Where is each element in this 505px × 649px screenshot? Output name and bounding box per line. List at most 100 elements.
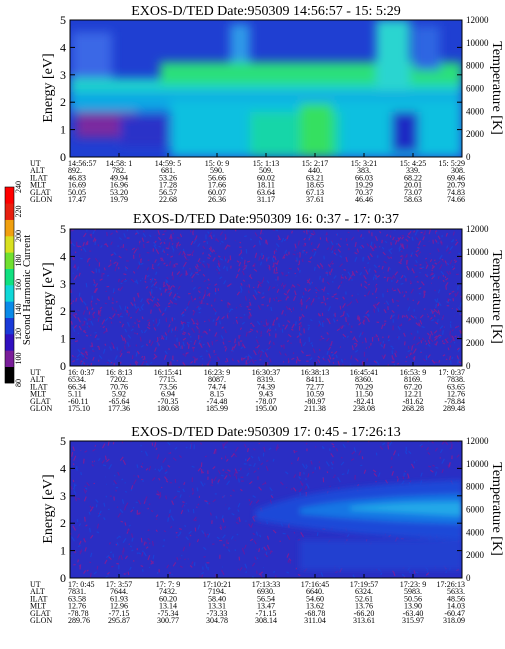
orbit-cell: 311.04 xyxy=(304,616,326,625)
orbit-cell: 12.76 xyxy=(447,390,465,399)
speckle-mark xyxy=(150,309,152,314)
speckle-mark xyxy=(176,271,181,276)
speckle-mark xyxy=(286,534,291,541)
speckle-mark xyxy=(201,530,205,535)
speckle-mark xyxy=(140,537,143,543)
speckle-mark xyxy=(200,481,205,487)
orbit-row-label: ILAT xyxy=(30,594,47,603)
speckle-mark xyxy=(401,573,406,578)
speckle-mark xyxy=(144,496,148,502)
orbit-cell: 63.65 xyxy=(447,382,465,391)
speckle-mark xyxy=(310,233,315,236)
speckle-mark xyxy=(117,312,122,318)
speckle-mark xyxy=(282,284,287,290)
speckle-mark xyxy=(391,314,395,318)
colorbar-scale xyxy=(5,187,14,384)
speckle-mark xyxy=(342,310,345,317)
speckle-mark xyxy=(155,286,158,289)
y-tick-label: 5 xyxy=(60,434,66,448)
speckle-mark xyxy=(419,319,423,325)
speckle-mark xyxy=(342,333,347,338)
speckle-mark xyxy=(182,501,185,504)
speckle-mark xyxy=(385,234,389,237)
speckle-mark xyxy=(223,280,227,285)
speckle-mark xyxy=(77,317,82,323)
y-tick-label: 2 xyxy=(60,95,66,109)
speckle-mark xyxy=(275,316,278,321)
speckle-mark xyxy=(348,301,353,306)
speckle-mark xyxy=(284,314,287,316)
speckle-mark xyxy=(445,232,448,237)
speckle-mark xyxy=(398,261,402,265)
speckle-mark xyxy=(140,262,144,265)
speckle-mark xyxy=(455,239,458,241)
orbit-row-label: ILAT xyxy=(30,173,47,182)
speckle-mark xyxy=(82,247,87,253)
speckle-mark xyxy=(73,490,77,495)
speckle-mark xyxy=(90,552,93,558)
speckle-mark xyxy=(396,536,400,540)
speckle-mark xyxy=(326,247,330,251)
speckle-mark xyxy=(151,267,155,270)
speckle-mark xyxy=(167,302,171,305)
speckle-mark xyxy=(344,275,348,280)
colorbar-tick-label: 240 xyxy=(14,181,23,193)
speckle-mark xyxy=(72,359,76,363)
speckle-mark xyxy=(358,322,362,326)
speckle-mark xyxy=(155,248,160,255)
speckle-mark xyxy=(331,442,335,446)
speckle-mark xyxy=(445,277,449,281)
speckle-mark xyxy=(140,329,144,334)
speckle-mark xyxy=(117,471,120,476)
speckle-mark xyxy=(416,300,420,305)
speckle-mark xyxy=(72,487,76,490)
speckle-mark xyxy=(305,478,307,481)
orbit-cell: 70.37 xyxy=(355,188,373,197)
speckle-mark xyxy=(130,509,134,513)
orbit-cell: 177.36 xyxy=(108,404,130,413)
speckle-mark xyxy=(269,550,273,555)
speckle-mark xyxy=(207,283,211,286)
speckle-mark xyxy=(110,253,114,256)
speckle-mark xyxy=(70,299,72,301)
speckle-mark xyxy=(221,474,224,477)
speckle-mark xyxy=(408,353,411,357)
speckle-mark xyxy=(163,230,167,233)
speckle-mark xyxy=(183,331,187,334)
speckle-mark xyxy=(417,240,422,246)
speckle-mark xyxy=(248,360,252,364)
speckle-mark xyxy=(146,241,150,244)
y2-tick-label: 8000 xyxy=(466,482,485,492)
speckle-mark xyxy=(365,310,370,315)
speckle-mark xyxy=(357,229,360,232)
speckle-mark xyxy=(354,337,359,343)
speckle-mark xyxy=(336,319,339,322)
speckle-mark xyxy=(320,335,323,338)
speckle-mark xyxy=(387,444,390,450)
speckle-mark xyxy=(337,243,342,248)
speckle-mark xyxy=(196,273,200,276)
orbit-cell: 17.66 xyxy=(208,181,226,190)
speckle-mark xyxy=(275,243,280,248)
speckle-mark xyxy=(430,469,434,473)
speckle-mark xyxy=(273,570,276,574)
speckle-mark xyxy=(346,243,349,246)
speckle-mark xyxy=(308,260,312,263)
speckle-mark xyxy=(135,279,139,285)
speckle-mark xyxy=(189,443,192,450)
speckle-mark xyxy=(186,321,190,324)
orbit-cell: 8319. xyxy=(257,375,275,384)
orbit-cell: 63.58 xyxy=(68,594,86,603)
speckle-mark xyxy=(359,245,363,250)
speckle-mark xyxy=(318,348,321,352)
speckle-mark xyxy=(284,249,288,254)
speckle-mark xyxy=(310,242,313,246)
orbit-cell: 17:26:13 xyxy=(437,580,465,589)
speckle-mark xyxy=(97,317,100,322)
speckle-mark xyxy=(275,444,279,450)
speckle-mark xyxy=(431,359,436,364)
speckle-mark xyxy=(435,321,439,325)
